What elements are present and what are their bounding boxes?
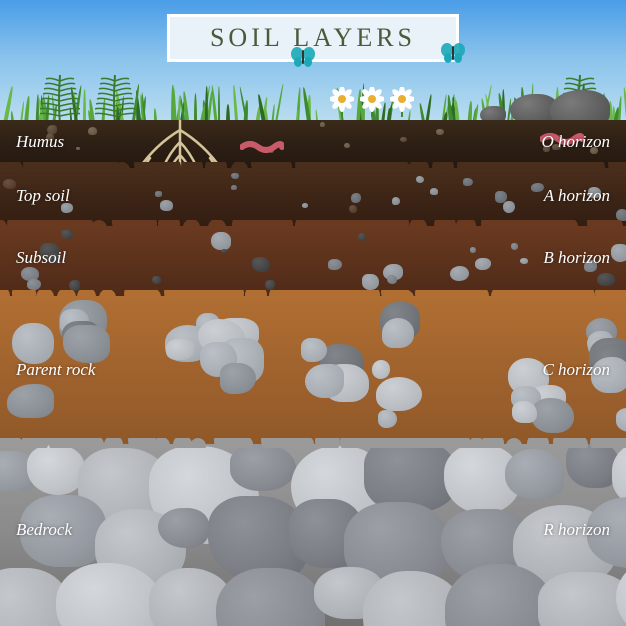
rock	[503, 201, 515, 213]
rock	[265, 280, 275, 290]
rock	[512, 401, 537, 423]
rock	[531, 183, 544, 192]
soil-layer-topsoil	[0, 168, 626, 226]
rock	[358, 233, 367, 241]
rock	[211, 232, 231, 250]
rock	[349, 205, 357, 212]
bedrock-stone	[27, 445, 85, 495]
butterfly-icon	[440, 42, 466, 70]
rock	[470, 247, 476, 253]
rock	[611, 244, 626, 262]
rock	[475, 258, 491, 271]
label-left-parentrock: Parent rock	[16, 360, 95, 380]
rock	[12, 323, 54, 364]
bedrock-stone	[216, 568, 325, 626]
rock	[362, 274, 379, 290]
rock	[220, 363, 256, 394]
rock	[344, 143, 349, 148]
rock	[450, 266, 469, 281]
bedrock-stone	[505, 449, 564, 498]
rock	[305, 364, 344, 399]
label-right-topsoil: A horizon	[544, 186, 610, 206]
soil-layer-bedrock	[0, 444, 626, 626]
bedrock-stone	[538, 572, 626, 626]
soil-layer-humus	[0, 120, 626, 168]
rock	[392, 197, 400, 204]
daisy-flower	[360, 87, 384, 122]
label-right-subsoil: B horizon	[543, 248, 610, 268]
bedrock-stone	[230, 444, 296, 491]
rock	[597, 273, 615, 286]
rock	[400, 137, 407, 142]
rock	[63, 325, 110, 363]
rock	[372, 360, 391, 378]
rock	[3, 179, 17, 189]
label-right-parentrock: C horizon	[542, 360, 610, 380]
rock	[231, 173, 239, 179]
label-left-bedrock: Bedrock	[16, 520, 72, 540]
layer-boundary	[0, 162, 626, 172]
label-left-topsoil: Top soil	[16, 186, 70, 206]
rock	[430, 188, 439, 194]
rock	[531, 398, 574, 433]
rock	[27, 279, 41, 291]
rock	[463, 178, 473, 186]
rock	[436, 129, 444, 136]
rock	[616, 408, 626, 432]
rock	[328, 259, 341, 270]
layer-boundary	[0, 220, 626, 230]
plant-roots	[120, 120, 240, 168]
label-left-subsoil: Subsoil	[16, 248, 66, 268]
daisy-flower	[390, 87, 414, 122]
rock	[88, 127, 97, 135]
rock	[301, 338, 327, 361]
rock	[231, 185, 237, 189]
rock	[376, 377, 422, 411]
label-left-humus: Humus	[16, 132, 64, 152]
rock	[166, 339, 194, 360]
rock	[61, 229, 73, 240]
rock	[252, 257, 271, 273]
layer-boundary	[0, 438, 626, 448]
rock	[382, 318, 414, 348]
rock	[7, 384, 55, 418]
label-right-humus: O horizon	[542, 132, 610, 152]
soil-layer-subsoil	[0, 226, 626, 296]
earthworm	[240, 140, 284, 159]
rock	[302, 203, 309, 208]
rock	[520, 258, 528, 264]
rock	[378, 410, 396, 428]
bedrock-stone	[158, 508, 210, 548]
rock	[320, 122, 325, 127]
label-right-bedrock: R horizon	[543, 520, 610, 540]
soil-layers-diagram: SOIL LAYERS HumusO horizonTop soilA hori…	[0, 0, 626, 626]
rock	[160, 200, 174, 211]
rock	[387, 275, 397, 284]
rock	[221, 249, 227, 253]
rock	[416, 176, 425, 183]
butterfly-icon	[290, 46, 316, 74]
rock	[76, 147, 80, 150]
rock	[511, 243, 518, 250]
layer-boundary	[0, 290, 626, 300]
daisy-flower	[330, 87, 354, 122]
rock	[351, 193, 361, 203]
rock	[155, 191, 162, 196]
rock	[152, 276, 161, 283]
